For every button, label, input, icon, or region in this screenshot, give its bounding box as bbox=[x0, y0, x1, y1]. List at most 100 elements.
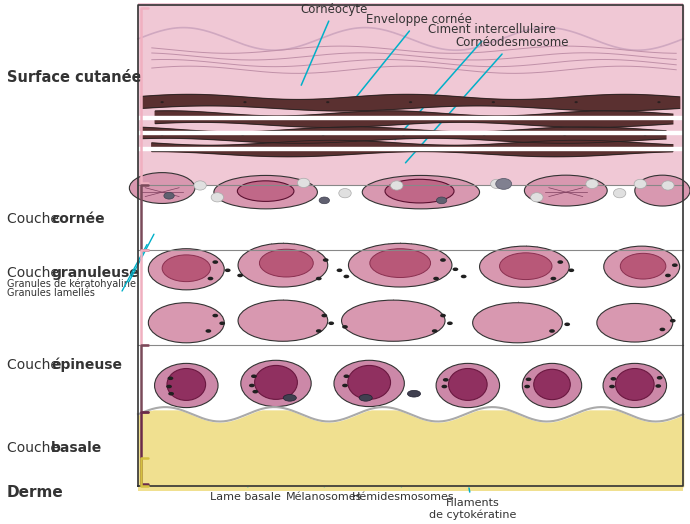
Ellipse shape bbox=[241, 134, 244, 136]
Ellipse shape bbox=[348, 243, 452, 287]
Ellipse shape bbox=[370, 249, 431, 278]
Ellipse shape bbox=[662, 181, 674, 190]
Ellipse shape bbox=[241, 361, 311, 407]
Ellipse shape bbox=[194, 181, 206, 190]
Ellipse shape bbox=[569, 268, 574, 272]
Ellipse shape bbox=[522, 363, 582, 408]
Ellipse shape bbox=[492, 117, 495, 119]
Ellipse shape bbox=[319, 197, 330, 204]
Ellipse shape bbox=[148, 249, 224, 290]
Ellipse shape bbox=[411, 147, 414, 149]
Ellipse shape bbox=[480, 246, 569, 287]
Ellipse shape bbox=[344, 375, 349, 378]
Ellipse shape bbox=[168, 376, 173, 380]
Ellipse shape bbox=[161, 101, 164, 103]
Ellipse shape bbox=[385, 179, 454, 203]
Ellipse shape bbox=[362, 176, 480, 209]
Ellipse shape bbox=[155, 363, 218, 408]
Ellipse shape bbox=[255, 365, 297, 399]
Text: Enveloppe cornée: Enveloppe cornée bbox=[347, 13, 471, 109]
Ellipse shape bbox=[219, 321, 225, 325]
Ellipse shape bbox=[161, 134, 164, 136]
Text: Granules de kératohyaline: Granules de kératohyaline bbox=[7, 279, 136, 289]
Ellipse shape bbox=[342, 325, 348, 329]
Ellipse shape bbox=[316, 329, 322, 333]
Ellipse shape bbox=[571, 117, 574, 119]
Text: Filaments
de cytokératine: Filaments de cytokératine bbox=[429, 432, 516, 520]
Ellipse shape bbox=[437, 197, 447, 204]
Ellipse shape bbox=[328, 321, 334, 325]
Ellipse shape bbox=[433, 277, 439, 280]
Text: Granules lamellés: Granules lamellés bbox=[7, 288, 95, 299]
Ellipse shape bbox=[534, 369, 570, 400]
Ellipse shape bbox=[333, 117, 336, 119]
Ellipse shape bbox=[211, 193, 224, 202]
Ellipse shape bbox=[238, 300, 328, 341]
Text: Couche: Couche bbox=[7, 358, 63, 372]
Ellipse shape bbox=[436, 363, 500, 408]
Ellipse shape bbox=[407, 390, 421, 397]
Ellipse shape bbox=[611, 377, 616, 380]
Text: basale: basale bbox=[51, 441, 102, 455]
Ellipse shape bbox=[604, 246, 680, 287]
Ellipse shape bbox=[297, 178, 310, 188]
Ellipse shape bbox=[440, 314, 446, 318]
Ellipse shape bbox=[563, 134, 566, 136]
Ellipse shape bbox=[168, 392, 174, 396]
Text: Couche: Couche bbox=[7, 212, 63, 226]
Ellipse shape bbox=[549, 329, 555, 333]
Ellipse shape bbox=[658, 101, 660, 103]
Ellipse shape bbox=[225, 268, 230, 272]
Ellipse shape bbox=[249, 384, 255, 387]
Text: Derme: Derme bbox=[7, 485, 63, 500]
Text: Cornéocyte: Cornéocyte bbox=[300, 3, 368, 85]
Ellipse shape bbox=[162, 255, 210, 281]
Ellipse shape bbox=[656, 384, 661, 388]
Ellipse shape bbox=[166, 385, 172, 388]
Ellipse shape bbox=[524, 385, 530, 388]
Ellipse shape bbox=[253, 390, 258, 394]
Ellipse shape bbox=[651, 117, 653, 119]
FancyBboxPatch shape bbox=[138, 95, 683, 440]
Text: cornée: cornée bbox=[51, 212, 105, 226]
Ellipse shape bbox=[409, 101, 412, 103]
Ellipse shape bbox=[206, 329, 211, 333]
Ellipse shape bbox=[237, 274, 243, 277]
Ellipse shape bbox=[571, 147, 574, 149]
Ellipse shape bbox=[342, 384, 348, 387]
Ellipse shape bbox=[342, 300, 445, 341]
Ellipse shape bbox=[495, 179, 512, 189]
Ellipse shape bbox=[213, 260, 218, 264]
Ellipse shape bbox=[651, 147, 653, 149]
Ellipse shape bbox=[238, 243, 328, 287]
Text: Couche: Couche bbox=[7, 266, 63, 280]
Ellipse shape bbox=[586, 179, 598, 189]
Ellipse shape bbox=[657, 376, 662, 379]
Ellipse shape bbox=[337, 268, 342, 272]
Ellipse shape bbox=[237, 181, 294, 201]
Ellipse shape bbox=[259, 249, 313, 277]
Ellipse shape bbox=[447, 321, 453, 325]
Ellipse shape bbox=[284, 395, 297, 401]
Ellipse shape bbox=[334, 361, 404, 407]
Ellipse shape bbox=[531, 193, 543, 202]
Ellipse shape bbox=[492, 101, 495, 103]
Ellipse shape bbox=[491, 179, 503, 189]
Ellipse shape bbox=[448, 368, 487, 400]
Polygon shape bbox=[152, 140, 673, 157]
Ellipse shape bbox=[331, 147, 334, 149]
Polygon shape bbox=[141, 127, 666, 143]
Ellipse shape bbox=[440, 258, 446, 262]
Text: épineuse: épineuse bbox=[51, 358, 122, 372]
Ellipse shape bbox=[244, 101, 246, 103]
Ellipse shape bbox=[214, 176, 317, 209]
Text: granuleuse: granuleuse bbox=[51, 266, 139, 280]
Ellipse shape bbox=[251, 375, 257, 378]
Ellipse shape bbox=[322, 134, 325, 136]
Ellipse shape bbox=[323, 258, 328, 262]
Ellipse shape bbox=[171, 147, 174, 149]
Text: Ciment intercellulaire: Ciment intercellulaire bbox=[395, 24, 555, 140]
Polygon shape bbox=[155, 111, 673, 127]
Ellipse shape bbox=[635, 175, 690, 206]
Ellipse shape bbox=[575, 101, 578, 103]
